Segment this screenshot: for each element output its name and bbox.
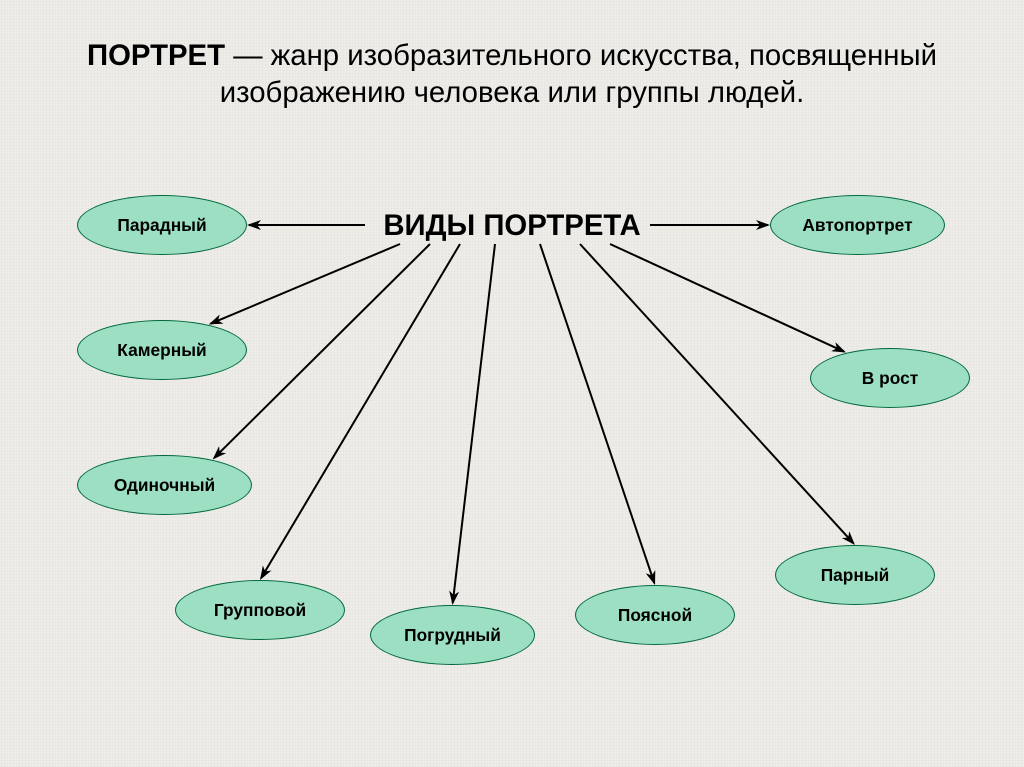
heading-rest: — жанр изобразительного искусства, посвя… bbox=[220, 39, 937, 109]
node-label: Поясной bbox=[618, 605, 692, 626]
node-odinochnyi: Одиночный bbox=[77, 455, 252, 515]
node-paradnyi: Парадный bbox=[77, 195, 247, 255]
node-label: В рост bbox=[862, 368, 918, 389]
page-heading: ПОРТРЕТ — жанр изобразительного искусств… bbox=[0, 38, 1024, 111]
node-label: Групповой bbox=[214, 600, 306, 621]
diagram-stage: ПОРТРЕТ — жанр изобразительного искусств… bbox=[0, 0, 1024, 767]
heading-bold: ПОРТРЕТ bbox=[87, 39, 225, 72]
node-label: Автопортрет bbox=[802, 215, 912, 236]
node-label: Погрудный bbox=[404, 625, 501, 646]
arrow-to-parnyi bbox=[580, 244, 854, 544]
arrow-to-gruppovoi bbox=[261, 244, 460, 578]
node-avtoportret: Автопортрет bbox=[770, 195, 945, 255]
node-label: Парадный bbox=[117, 215, 206, 236]
node-gruppovoi: Групповой bbox=[175, 580, 345, 640]
node-vrost: В рост bbox=[810, 348, 970, 408]
node-poyasnoi: Поясной bbox=[575, 585, 735, 645]
arrow-to-poyasnoi bbox=[540, 244, 654, 583]
node-pogrudnyi: Погрудный bbox=[370, 605, 535, 665]
arrow-to-vrost bbox=[610, 244, 844, 352]
node-label: Камерный bbox=[117, 340, 206, 361]
arrow-to-pogrudnyi bbox=[453, 244, 495, 603]
node-label: Парный bbox=[821, 565, 890, 586]
node-label: Одиночный bbox=[114, 475, 215, 496]
arrow-to-kamernyi bbox=[211, 244, 400, 324]
node-parnyi: Парный bbox=[775, 545, 935, 605]
node-kamernyi: Камерный bbox=[77, 320, 247, 380]
